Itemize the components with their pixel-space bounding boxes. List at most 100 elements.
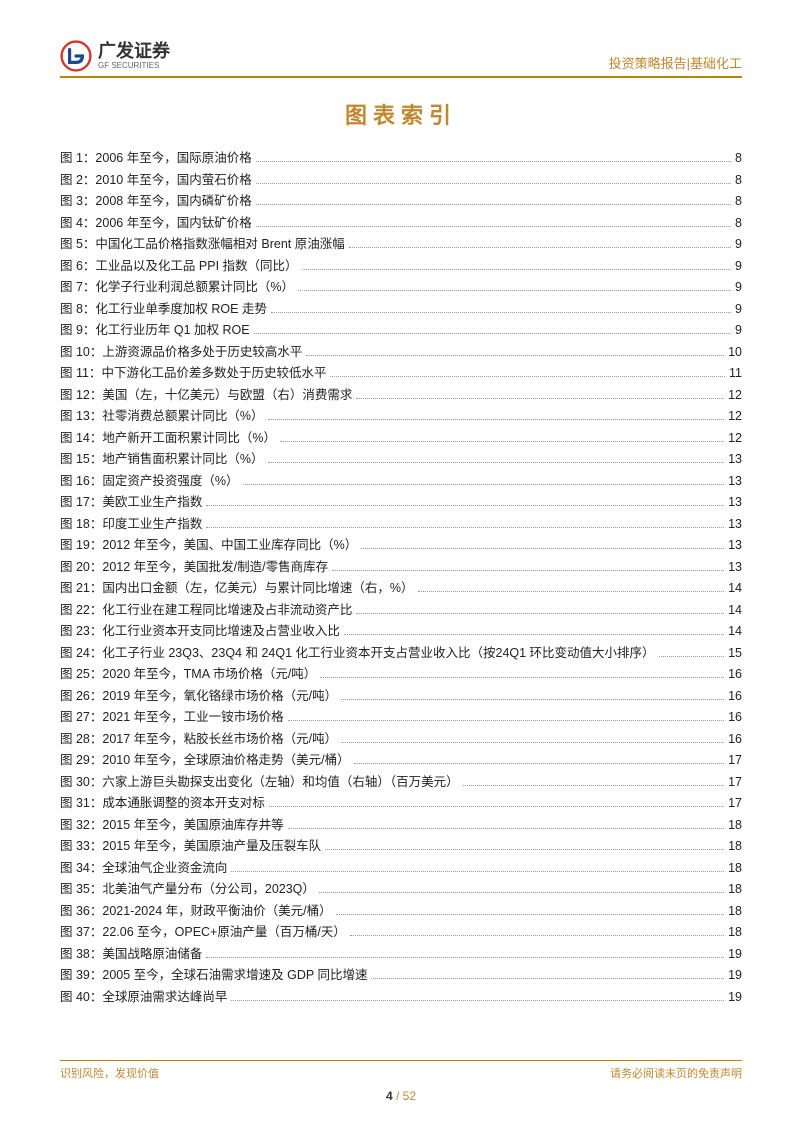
- toc-page: 13: [728, 471, 742, 493]
- footer-right: 请务必阅读末页的免责声明: [610, 1065, 742, 1081]
- toc-label: 图 25：2020 年至今，TMA 市场价格（元/吨）: [60, 664, 316, 686]
- toc-dots: [268, 419, 725, 420]
- toc-page: 12: [728, 406, 742, 428]
- toc-row: 图 32：2015 年至今，美国原油库存井等18: [60, 815, 742, 837]
- toc-row: 图 10：上游资源品价格多处于历史较高水平10: [60, 342, 742, 364]
- toc-dots: [344, 634, 724, 635]
- toc-label: 图 9：化工行业历年 Q1 加权 ROE: [60, 320, 250, 342]
- toc-row: 图 39：2005 至今，全球石油需求增速及 GDP 同比增速19: [60, 965, 742, 987]
- toc-dots: [371, 978, 724, 979]
- toc-label: 图 22：化工行业在建工程同比增速及占非流动资产比: [60, 600, 352, 622]
- toc-page: 9: [735, 277, 742, 299]
- toc-dots: [418, 591, 725, 592]
- toc-dots: [206, 957, 724, 958]
- toc-page: 17: [728, 750, 742, 772]
- toc-dots: [298, 290, 731, 291]
- toc-label: 图 23：化工行业资本开支同比增速及占营业收入比: [60, 621, 340, 643]
- toc-row: 图 15：地产销售面积累计同比（%） 13: [60, 449, 742, 471]
- toc-row: 图 28：2017 年至今，粘胶长丝市场价格（元/吨）16: [60, 729, 742, 751]
- gf-logo-icon: [60, 40, 92, 72]
- toc-page: 13: [728, 449, 742, 471]
- toc-row: 图 9：化工行业历年 Q1 加权 ROE 9: [60, 320, 742, 342]
- logo: 广发证券 GF SECURITIES: [60, 40, 170, 72]
- page-total: 52: [403, 1089, 416, 1103]
- toc-dots: [302, 269, 732, 270]
- toc-page: 9: [735, 320, 742, 342]
- toc-row: 图 27：2021 年至今，工业一铵市场价格16: [60, 707, 742, 729]
- toc-page: 17: [728, 772, 742, 794]
- toc-dots: [269, 806, 724, 807]
- page-footer: 识别风险，发现价值 请务必阅读末页的免责声明 4 / 52: [60, 1060, 742, 1103]
- toc-page: 9: [735, 256, 742, 278]
- toc-page: 19: [728, 965, 742, 987]
- toc-row: 图 24：化工子行业 23Q3、23Q4 和 24Q1 化工行业资本开支占营业收…: [60, 643, 742, 665]
- toc-dots: [341, 742, 724, 743]
- toc-dots: [319, 892, 724, 893]
- toc-label: 图 8：化工行业单季度加权 ROE 走势: [60, 299, 267, 321]
- toc-label: 图 14：地产新开工面积累计同比（%）: [60, 428, 276, 450]
- footer-left: 识别风险，发现价值: [60, 1065, 159, 1081]
- toc-row: 图 13：社零消费总额累计同比（%） 12: [60, 406, 742, 428]
- toc-row: 图 23：化工行业资本开支同比增速及占营业收入比14: [60, 621, 742, 643]
- toc-dots: [231, 1000, 724, 1001]
- toc-label: 图 30：六家上游巨头勘探支出变化（左轴）和均值（右轴）（百万美元）: [60, 772, 459, 794]
- toc-label: 图 40：全球原油需求达峰尚早: [60, 987, 227, 1009]
- toc-page: 8: [735, 170, 742, 192]
- page-current: 4: [386, 1089, 393, 1103]
- toc-label: 图 35：北美油气产量分布（分公司，2023Q）: [60, 879, 315, 901]
- page-title: 图表索引: [60, 98, 742, 130]
- toc-row: 图 1：2006 年至今，国际原油价格 8: [60, 148, 742, 170]
- toc-dots: [280, 441, 724, 442]
- toc-row: 图 14：地产新开工面积累计同比（%）12: [60, 428, 742, 450]
- toc-page: 8: [735, 213, 742, 235]
- toc-label: 图 32：2015 年至今，美国原油库存井等: [60, 815, 284, 837]
- toc-dots: [463, 785, 724, 786]
- toc-dots: [243, 484, 725, 485]
- toc-dots: [271, 312, 731, 313]
- toc-label: 图 29：2010 年至今，全球原油价格走势（美元/桶）: [60, 750, 350, 772]
- toc-row: 图 8：化工行业单季度加权 ROE 走势 9: [60, 299, 742, 321]
- toc-row: 图 7：化学子行业利润总额累计同比（%）9: [60, 277, 742, 299]
- toc-dots: [354, 763, 724, 764]
- toc-row: 图 4：2006 年至今，国内钛矿价格8: [60, 213, 742, 235]
- footer-page-number: 4 / 52: [60, 1089, 742, 1103]
- toc-page: 9: [735, 234, 742, 256]
- toc-row: 图 19：2012 年至今，美国、中国工业库存同比（%） 13: [60, 535, 742, 557]
- toc-label: 图 2：2010 年至今，国内萤石价格: [60, 170, 252, 192]
- toc-row: 图 12：美国（左，十亿美元）与欧盟（右）消费需求12: [60, 385, 742, 407]
- toc-dots: [350, 935, 724, 936]
- toc-dots: [206, 505, 724, 506]
- toc-row: 图 18：印度工业生产指数13: [60, 514, 742, 536]
- toc-dots: [254, 333, 731, 334]
- toc-dots: [256, 183, 731, 184]
- toc-dots: [306, 355, 724, 356]
- toc-row: 图 11：中下游化工品价差多数处于历史较低水平11: [60, 363, 742, 385]
- toc-label: 图 15：地产销售面积累计同比（%）: [60, 449, 264, 471]
- footer-line: 识别风险，发现价值 请务必阅读末页的免责声明: [60, 1060, 742, 1081]
- toc-dots: [330, 376, 725, 377]
- toc-page: 9: [735, 299, 742, 321]
- toc-page: 8: [735, 148, 742, 170]
- toc-row: 图 16：固定资产投资强度（%）13: [60, 471, 742, 493]
- toc-page: 18: [728, 858, 742, 880]
- toc-page: 13: [728, 535, 742, 557]
- logo-text: 广发证券 GF SECURITIES: [98, 42, 170, 70]
- page-sep: /: [393, 1089, 403, 1103]
- toc-row: 图 3：2008 年至今，国内磷矿价格8: [60, 191, 742, 213]
- toc-list: 图 1：2006 年至今，国际原油价格 8 图 2：2010 年至今，国内萤石价格 8…: [60, 148, 742, 1008]
- toc-dots: [288, 828, 724, 829]
- toc-label: 图 12：美国（左，十亿美元）与欧盟（右）消费需求: [60, 385, 352, 407]
- toc-row: 图 29：2010 年至今，全球原油价格走势（美元/桶） 17: [60, 750, 742, 772]
- toc-label: 图 1：2006 年至今，国际原油价格: [60, 148, 252, 170]
- toc-dots: [356, 398, 724, 399]
- toc-dots: [256, 204, 731, 205]
- toc-page: 16: [728, 686, 742, 708]
- toc-row: 图 20：2012 年至今，美国批发/制造/零售商库存13: [60, 557, 742, 579]
- toc-row: 图 33：2015 年至今，美国原油产量及压裂车队18: [60, 836, 742, 858]
- toc-label: 图 19：2012 年至今，美国、中国工业库存同比（%）: [60, 535, 357, 557]
- toc-page: 16: [728, 707, 742, 729]
- toc-row: 图 2：2010 年至今，国内萤石价格 8: [60, 170, 742, 192]
- toc-page: 16: [728, 664, 742, 686]
- toc-row: 图 6：工业品以及化工品 PPI 指数（同比）9: [60, 256, 742, 278]
- toc-label: 图 13：社零消费总额累计同比（%）: [60, 406, 264, 428]
